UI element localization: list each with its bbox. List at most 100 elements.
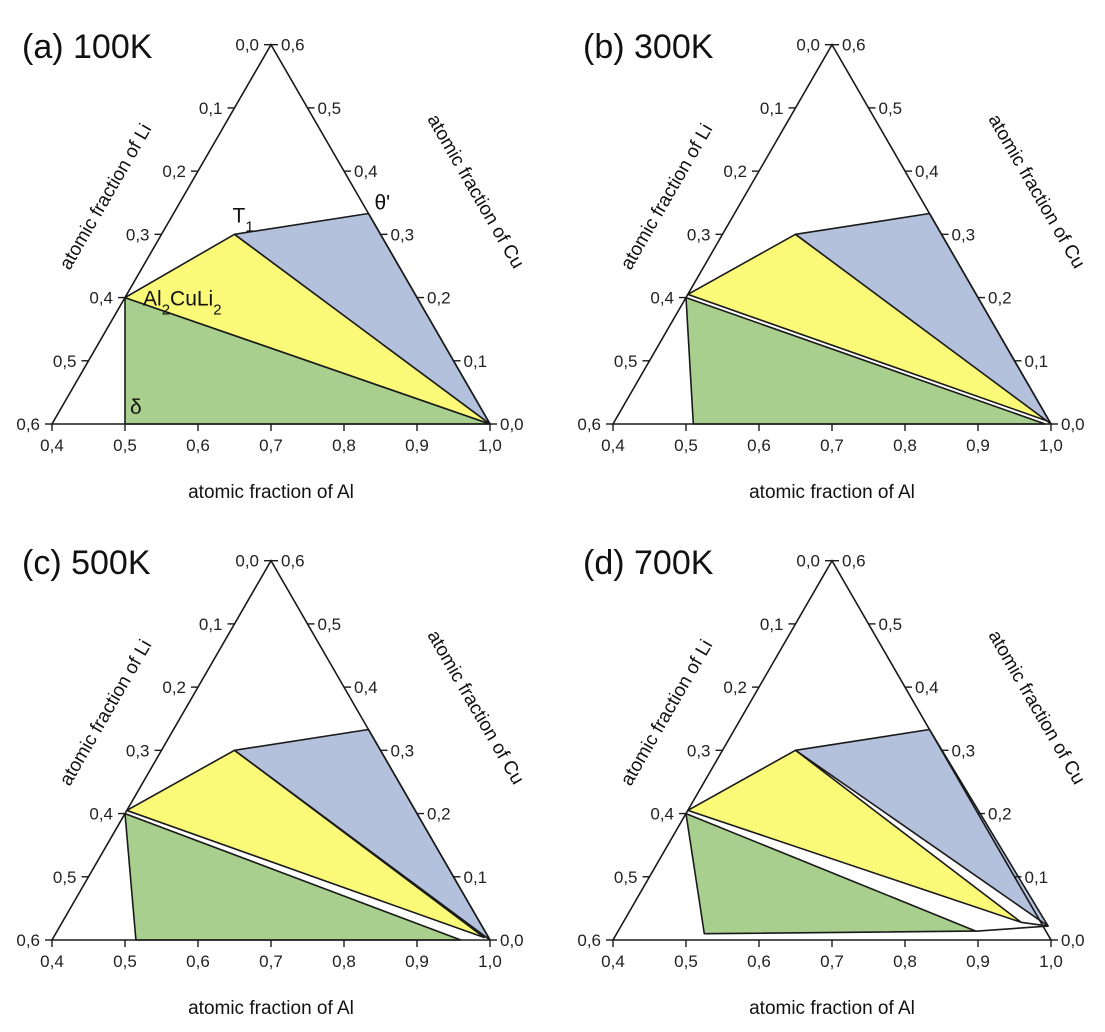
cu-tick-label: 0,0 xyxy=(500,931,524,950)
cu-tick-label: 0,1 xyxy=(1025,352,1049,371)
al-tick-label: 0,9 xyxy=(966,952,990,971)
li-tick-label: 0,2 xyxy=(162,162,186,181)
li-tick-label: 0,5 xyxy=(53,352,77,371)
phase-label-theta_prime: θ' xyxy=(374,191,390,214)
al-tick-label: 0,5 xyxy=(674,952,698,971)
al-axis-title: atomic fraction of Al xyxy=(749,998,915,1019)
cu-tick-label: 0,5 xyxy=(879,615,903,634)
al-tick-label: 0,8 xyxy=(332,436,356,455)
cu-tick-label: 0,4 xyxy=(915,678,939,697)
ternary-panel-2: (c) 500KAl + δ + Al2CuLi2Al + Al2CuLi2 +… xyxy=(16,544,528,1019)
panel-title: (b) 300K xyxy=(583,28,714,66)
cu-tick-label: 0,6 xyxy=(842,36,866,55)
li-tick-label: 0,1 xyxy=(760,99,784,118)
li-tick-label: 0,6 xyxy=(577,931,601,950)
li-tick-label: 0,0 xyxy=(235,552,259,571)
li-tick-label: 0,4 xyxy=(650,289,674,308)
al-tick-label: 0,4 xyxy=(601,952,625,971)
cu-tick-label: 0,3 xyxy=(391,225,415,244)
li-tick-label: 0,3 xyxy=(687,225,711,244)
cu-tick-label: 0,3 xyxy=(952,741,976,760)
al-axis-title: atomic fraction of Al xyxy=(749,482,915,503)
cu-tick-label: 0,2 xyxy=(427,805,451,824)
phase-region-blue: Al + T1 + θ' xyxy=(794,728,1049,927)
al-tick-label: 0,6 xyxy=(747,952,771,971)
li-tick-label: 0,1 xyxy=(760,615,784,634)
li-tick-label: 0,5 xyxy=(614,868,638,887)
li-tick-label: 0,0 xyxy=(235,36,259,55)
al-tick-label: 0,4 xyxy=(40,952,64,971)
cu-tick-label: 0,2 xyxy=(427,289,451,308)
cu-tick-label: 0,2 xyxy=(988,805,1012,824)
cu-tick-label: 0,3 xyxy=(952,225,976,244)
li-tick-label: 0,6 xyxy=(16,415,40,434)
li-tick-label: 0,3 xyxy=(126,225,150,244)
cu-tick-label: 0,4 xyxy=(354,162,378,181)
al-tick-label: 1,0 xyxy=(1039,952,1063,971)
al-tick-label: 0,9 xyxy=(966,436,990,455)
li-tick-label: 0,2 xyxy=(723,678,747,697)
al-tick-label: 0,7 xyxy=(259,952,283,971)
cu-tick-label: 0,1 xyxy=(1025,868,1049,887)
phase-label-delta: δ xyxy=(130,396,142,419)
al-tick-label: 0,5 xyxy=(113,436,137,455)
panel-title: (a) 100K xyxy=(22,28,153,66)
cu-tick-label: 0,6 xyxy=(281,552,305,571)
panel-title: (d) 700K xyxy=(583,544,714,582)
li-tick-label: 0,1 xyxy=(199,615,223,634)
cu-tick-label: 0,6 xyxy=(281,36,305,55)
li-tick-label: 0,4 xyxy=(650,805,674,824)
al-tick-label: 0,7 xyxy=(259,436,283,455)
al-tick-label: 0,5 xyxy=(113,952,137,971)
al-tick-label: 0,9 xyxy=(405,436,429,455)
al-tick-label: 0,7 xyxy=(820,952,844,971)
cu-tick-label: 0,4 xyxy=(354,678,378,697)
cu-tick-label: 0,0 xyxy=(500,415,524,434)
al-tick-label: 1,0 xyxy=(478,436,502,455)
cu-tick-label: 0,0 xyxy=(1061,931,1085,950)
cu-tick-label: 0,6 xyxy=(842,552,866,571)
al-tick-label: 0,9 xyxy=(405,952,429,971)
li-tick-label: 0,6 xyxy=(577,415,601,434)
cu-tick-label: 0,1 xyxy=(464,352,488,371)
phase-boundary-line xyxy=(975,925,1049,932)
phase-region-green: Al + δ + Al2CuLi2 xyxy=(685,812,977,935)
al-tick-label: 0,8 xyxy=(893,952,917,971)
cu-tick-label: 0,5 xyxy=(318,99,342,118)
al-tick-label: 0,8 xyxy=(893,436,917,455)
al-tick-label: 0,8 xyxy=(332,952,356,971)
li-tick-label: 0,3 xyxy=(126,741,150,760)
cu-tick-label: 0,5 xyxy=(318,615,342,634)
cu-tick-label: 0,0 xyxy=(1061,415,1085,434)
li-tick-label: 0,4 xyxy=(89,805,113,824)
cu-tick-label: 0,3 xyxy=(391,741,415,760)
li-tick-label: 0,2 xyxy=(162,678,186,697)
li-tick-label: 0,0 xyxy=(796,36,820,55)
cu-tick-label: 0,1 xyxy=(464,868,488,887)
li-tick-label: 0,1 xyxy=(199,99,223,118)
al-axis-title: atomic fraction of Al xyxy=(188,482,354,503)
panel-title: (c) 500K xyxy=(22,544,151,582)
phase-region-yellow: Al + Al2CuLi2 + T1 xyxy=(687,749,1022,924)
li-tick-label: 0,0 xyxy=(796,552,820,571)
cu-tick-label: 0,4 xyxy=(915,162,939,181)
cu-tick-label: 0,5 xyxy=(879,99,903,118)
li-tick-label: 0,5 xyxy=(614,352,638,371)
al-tick-label: 1,0 xyxy=(478,952,502,971)
al-tick-label: 0,5 xyxy=(674,436,698,455)
al-tick-label: 0,4 xyxy=(40,436,64,455)
li-tick-label: 0,4 xyxy=(89,289,113,308)
al-tick-label: 0,6 xyxy=(747,436,771,455)
li-tick-label: 0,6 xyxy=(16,931,40,950)
li-tick-label: 0,5 xyxy=(53,868,77,887)
li-tick-label: 0,3 xyxy=(687,741,711,760)
al-tick-label: 0,7 xyxy=(820,436,844,455)
al-tick-label: 1,0 xyxy=(1039,436,1063,455)
al-axis-title: atomic fraction of Al xyxy=(188,998,354,1019)
al-tick-label: 0,6 xyxy=(186,436,210,455)
al-tick-label: 0,4 xyxy=(601,436,625,455)
al-tick-label: 0,6 xyxy=(186,952,210,971)
phase-boundary-line xyxy=(1020,921,1049,927)
cu-tick-label: 0,2 xyxy=(988,289,1012,308)
